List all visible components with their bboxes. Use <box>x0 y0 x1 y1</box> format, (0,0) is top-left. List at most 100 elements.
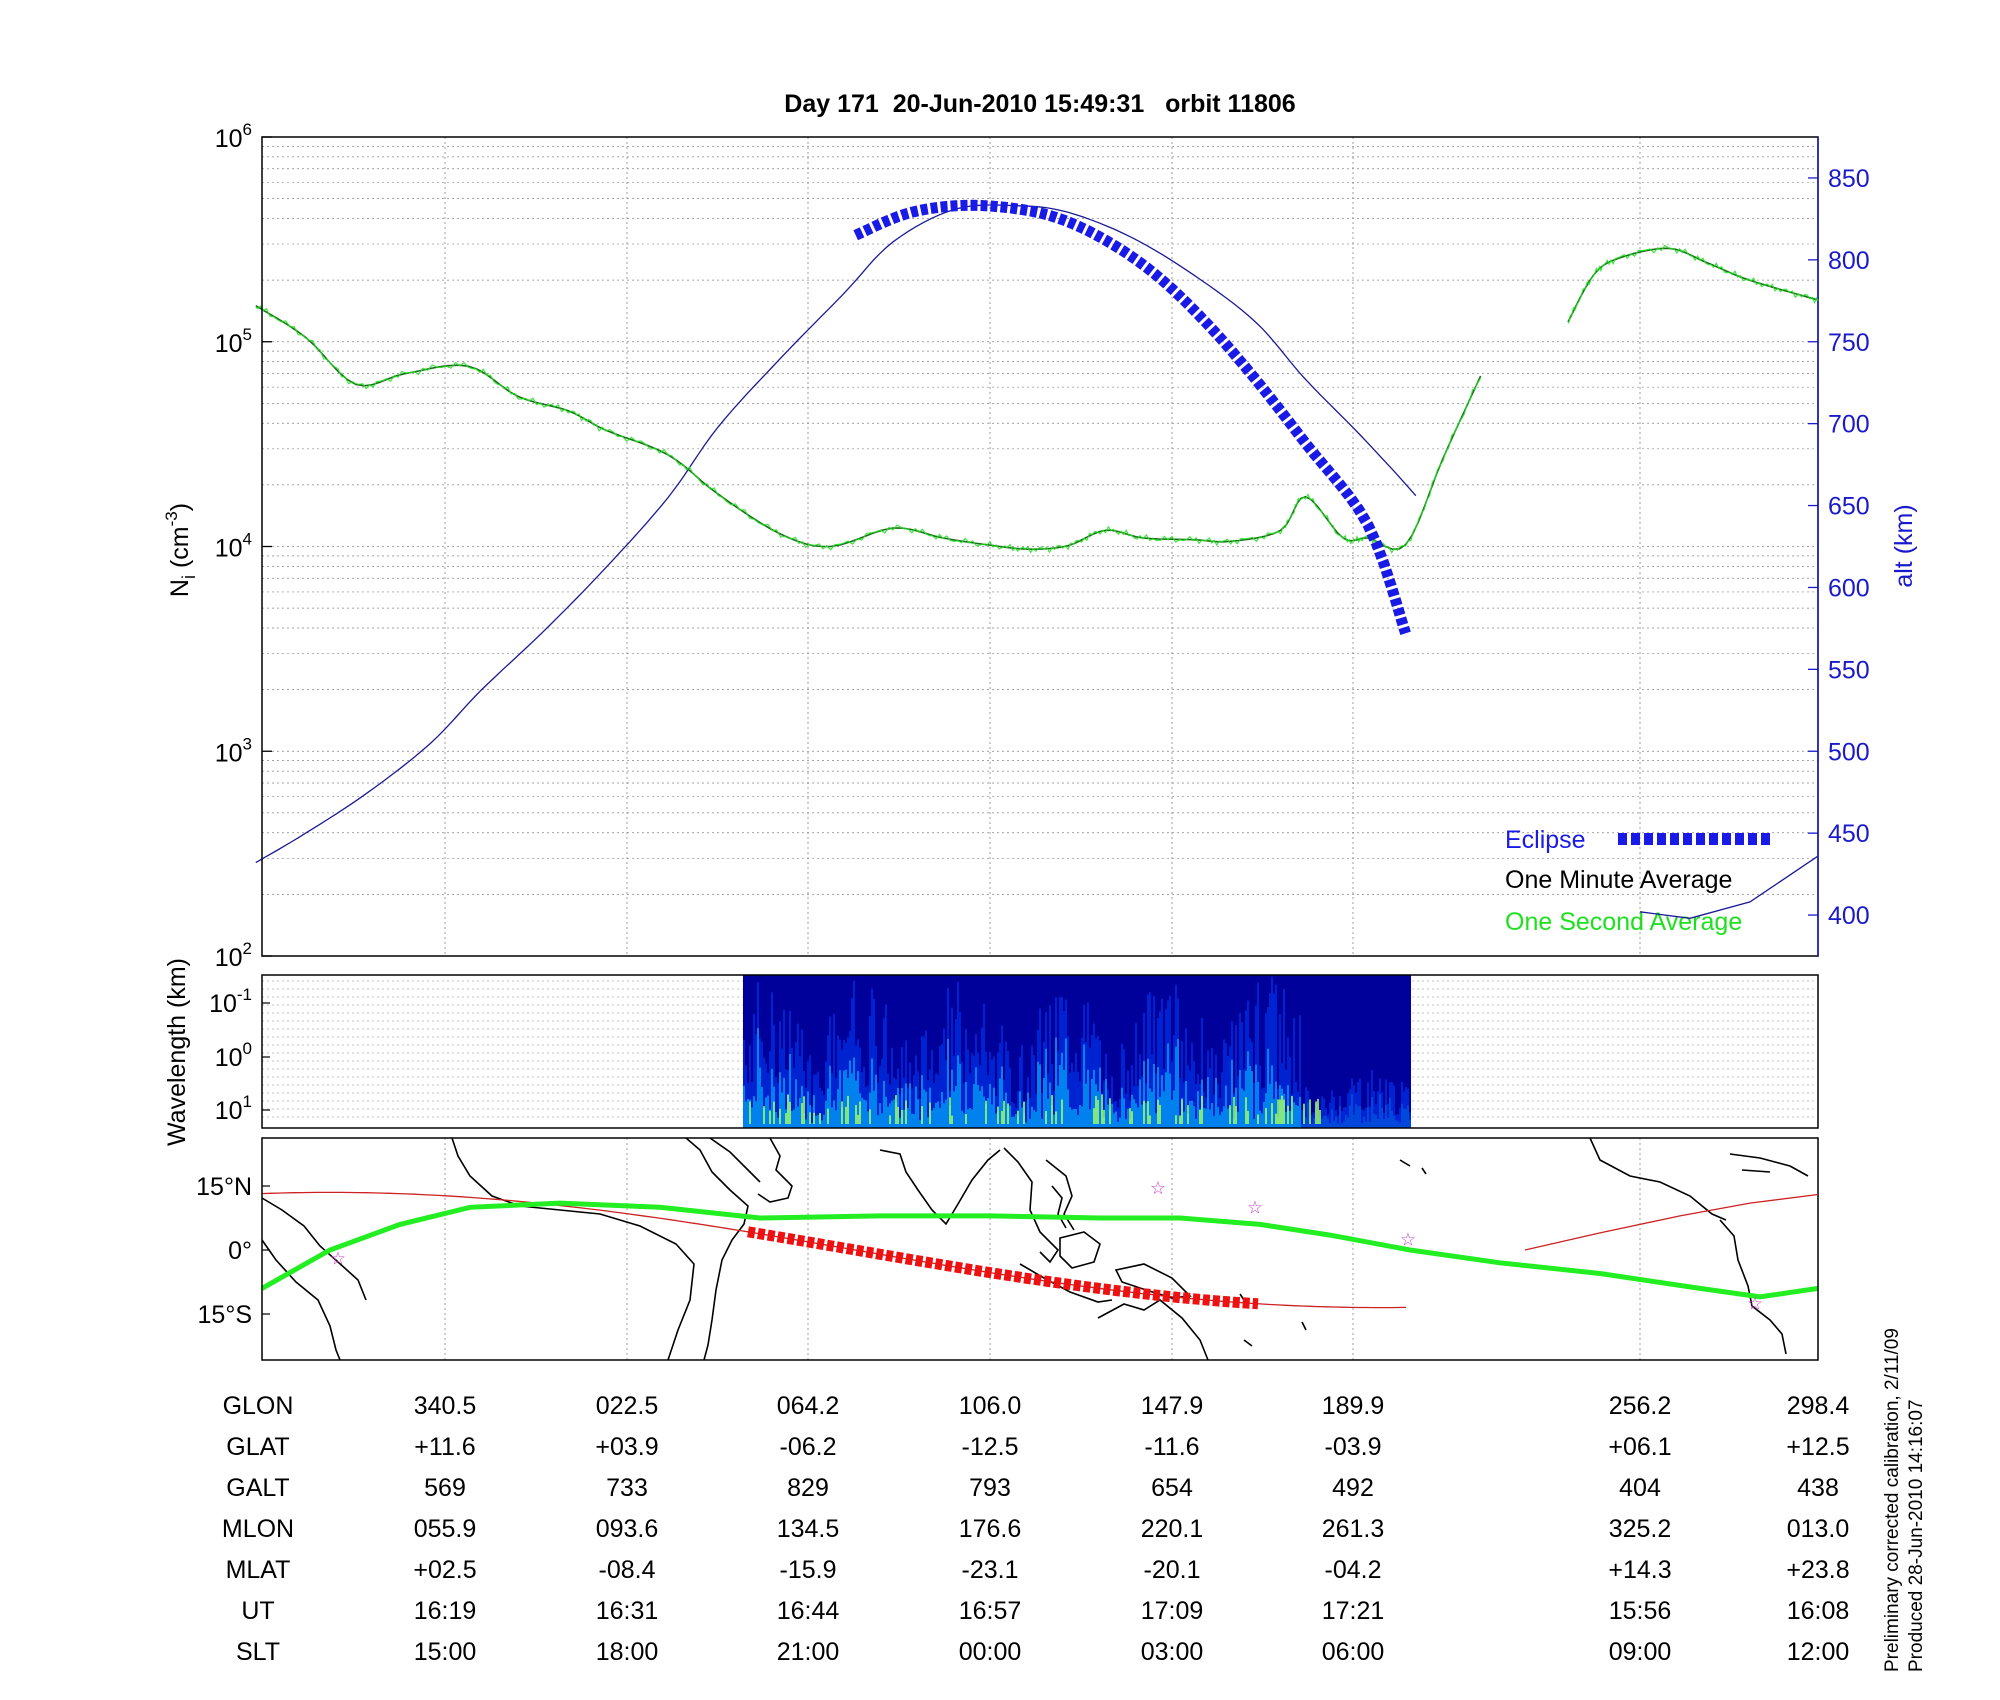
spectrogram-column <box>965 1028 967 1128</box>
spectrogram-column <box>817 1114 819 1128</box>
table-cell: 793 <box>969 1474 1011 1502</box>
spectrogram-column <box>1209 1109 1211 1128</box>
spectrogram-column <box>1159 1011 1161 1128</box>
spectrogram-column <box>743 1039 745 1128</box>
table-cell: 09:00 <box>1609 1638 1672 1666</box>
spectrogram-column <box>1135 1103 1137 1128</box>
spectrogram-column <box>1327 1119 1329 1128</box>
star-marker: ☆ <box>1150 1178 1166 1198</box>
spectrogram-column <box>765 1097 767 1128</box>
spectrogram-column <box>1337 1123 1339 1128</box>
spectrogram-column <box>1077 1114 1079 1128</box>
spectrogram-column <box>1161 998 1163 1128</box>
spectrogram-column <box>999 1078 1001 1128</box>
spectrogram-column <box>1203 1107 1205 1128</box>
spectrogram-column <box>819 1112 821 1124</box>
spectrogram-column <box>1319 1123 1321 1128</box>
spectrogram-column <box>1285 1112 1287 1128</box>
spectrogram-column <box>1005 1092 1007 1128</box>
spectrogram-column <box>1125 1093 1127 1128</box>
spectrogram-column <box>945 1060 947 1128</box>
spectrogram-column <box>1165 1072 1167 1128</box>
spectrogram-column <box>1327 1114 1329 1128</box>
table-cell: 17:21 <box>1322 1597 1385 1625</box>
spectrogram-column <box>1007 1050 1009 1128</box>
table-cell: 16:31 <box>596 1597 659 1625</box>
spectrogram-column <box>1341 1123 1343 1128</box>
spectrogram-column <box>1213 1094 1215 1128</box>
spectrogram-column <box>911 1113 913 1128</box>
spectrogram-column <box>913 1114 915 1128</box>
legend-eclipse-label: Eclipse <box>1505 826 1586 854</box>
table-cell: 438 <box>1797 1474 1839 1502</box>
table-row-label: MLON <box>222 1515 294 1543</box>
spectrogram-column <box>791 1047 793 1128</box>
spectrogram-column <box>1151 1091 1153 1128</box>
spectrogram-column <box>1067 1089 1069 1128</box>
right-tick-label: 750 <box>1828 329 1870 357</box>
right-tick-label: 800 <box>1828 247 1870 275</box>
spectrogram-column <box>1061 1099 1063 1124</box>
map-tick-label: 0° <box>228 1237 252 1265</box>
spectrogram-column <box>935 1102 937 1128</box>
spectrogram-column <box>1025 1101 1027 1128</box>
spectrogram-column <box>1105 1079 1107 1128</box>
spectrogram-column <box>1397 1120 1399 1128</box>
spectrogram-column <box>949 1097 951 1124</box>
spectrogram-column <box>1059 1065 1061 1128</box>
spectrogram-column <box>1077 1071 1079 1128</box>
spectrogram-column <box>877 1115 879 1128</box>
spectrogram-column <box>1247 1110 1249 1124</box>
spectrogram-column <box>977 1084 979 1128</box>
spectrogram-column <box>1367 1107 1369 1128</box>
spectrogram-column <box>801 1103 803 1124</box>
coast-south-america-east <box>261 1197 367 1301</box>
spectrogram-column <box>1187 1105 1189 1124</box>
spectrogram-column <box>1259 1110 1261 1128</box>
spectrogram-column <box>1127 1070 1129 1128</box>
spectrogram-column <box>1257 982 1259 1128</box>
spectrogram-column <box>1297 1105 1299 1128</box>
spectrogram-column <box>1063 1069 1065 1128</box>
spectrogram-column <box>1335 1116 1337 1128</box>
spectrogram-column <box>1199 1109 1201 1124</box>
table-cell: 18:00 <box>596 1638 659 1666</box>
spectrogram-column <box>825 1100 827 1128</box>
spectrogram-column <box>1301 1109 1303 1128</box>
spectrogram-tick-label: 10-1 <box>209 985 252 1018</box>
calibration-note-line1: Preliminary corrected calibration, 2/11/… <box>1882 1328 1903 1672</box>
spectrogram-column <box>805 1087 807 1128</box>
spectrogram-column <box>1275 984 1277 1128</box>
spectrogram-column <box>985 1100 987 1124</box>
spectrogram-column <box>841 1049 843 1128</box>
spectrogram-column <box>785 1113 787 1124</box>
spectrogram-column <box>1377 1091 1379 1128</box>
spectrogram-column <box>789 1054 791 1128</box>
spectrogram-column <box>1279 1014 1281 1128</box>
spectrogram-column <box>1299 1015 1301 1128</box>
table-row-label: GLAT <box>226 1433 289 1461</box>
spectrogram-column <box>1113 1113 1115 1128</box>
spectrogram-column <box>975 1067 977 1128</box>
spectrogram-column <box>755 1034 757 1128</box>
spectrogram-column <box>1311 1123 1313 1128</box>
spectrogram-column <box>1273 993 1275 1128</box>
spectrogram-column <box>1347 1093 1349 1128</box>
spectrogram-column <box>931 1050 933 1128</box>
table-cell: -20.1 <box>1144 1556 1201 1584</box>
spectrogram-column <box>993 1087 995 1128</box>
spectrogram-column <box>833 1100 835 1128</box>
left-tick-label: 106 <box>215 120 252 153</box>
spectrogram-column <box>1303 1103 1305 1124</box>
spectrogram-column <box>1359 1078 1361 1128</box>
spectrogram-column <box>1133 1099 1135 1128</box>
spectrogram-column <box>815 1115 817 1128</box>
spectrogram-column <box>1385 1105 1387 1128</box>
table-cell: +12.5 <box>1786 1433 1849 1461</box>
spectrogram-column <box>997 1106 999 1124</box>
spectrogram-column <box>879 1103 881 1128</box>
spectrogram-column <box>763 1057 765 1128</box>
spectrogram-column <box>1093 1108 1095 1124</box>
spectrogram-column <box>1337 1115 1339 1128</box>
spectrogram-column <box>1143 1061 1145 1128</box>
